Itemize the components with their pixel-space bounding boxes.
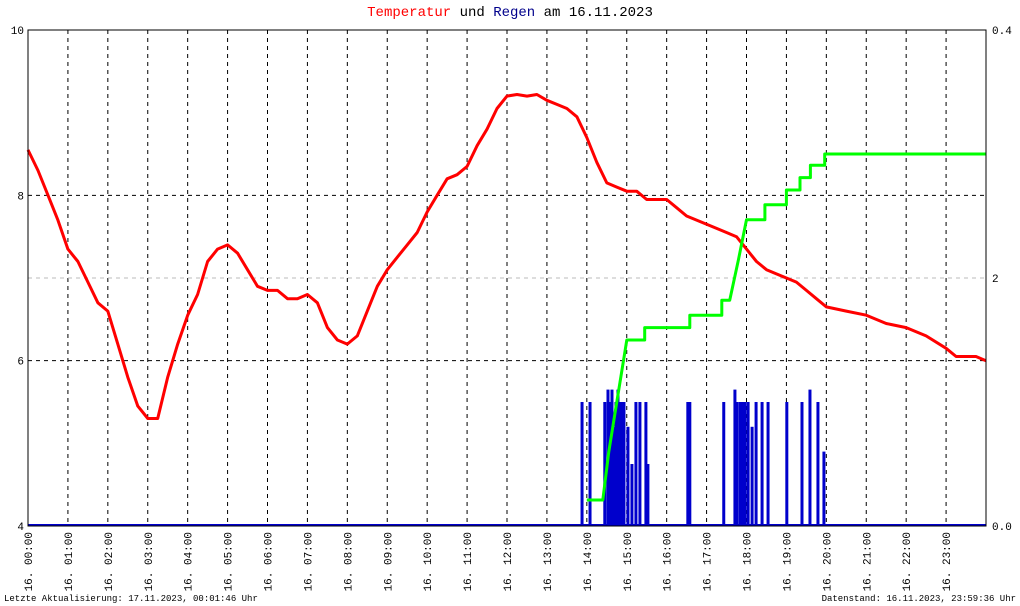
rain-bar [618, 402, 622, 526]
y-tick-label: 6 [17, 357, 24, 369]
rain-bar [612, 426, 616, 526]
rain-bar [808, 389, 812, 526]
y-tick-label: 10 [11, 26, 24, 38]
rain-bar [735, 402, 739, 526]
rain-bar [644, 402, 648, 526]
rain-bar [816, 402, 820, 526]
footer-left: Letzte Aktualisierung: 17.11.2023, 00:01… [4, 594, 258, 604]
rain-bar [638, 402, 642, 526]
x-tick-label: 16. 04:00 [184, 532, 196, 591]
rain-bar [610, 389, 614, 526]
rain-bar [688, 402, 692, 526]
rain-bar [588, 402, 592, 526]
x-tick-label: 16. 10:00 [423, 532, 435, 591]
x-tick-label: 16. 15:00 [623, 532, 635, 591]
x-tick-label: 16. 16:00 [663, 532, 675, 591]
rain-bar [616, 389, 620, 526]
x-tick-label: 16. 23:00 [942, 532, 954, 591]
x-tick-label: 16. 21:00 [862, 532, 874, 591]
x-tick-label: 16. 18:00 [743, 532, 755, 591]
title-part: am 16.11.2023 [544, 5, 653, 21]
rain-bar [722, 402, 726, 526]
y2-tick-label: 0.0 [992, 522, 1012, 534]
series-line [586, 152, 986, 502]
x-tick-label: 16. 03:00 [144, 532, 156, 591]
x-tick-label: 16. 09:00 [383, 532, 395, 591]
rain-bar [686, 402, 690, 526]
rain-bar [822, 451, 826, 526]
rain-bar [760, 402, 764, 526]
x-tick-label: 16. 19:00 [782, 532, 794, 591]
rain-bar [622, 402, 626, 526]
rain-bar [626, 426, 630, 526]
x-tick-label: 16. 11:00 [463, 532, 475, 591]
chart-title: Temperatur und Regen am 16.11.2023 [367, 5, 653, 21]
footer-right: Datenstand: 16.11.2023, 23:59:36 Uhr [822, 594, 1016, 604]
rain-bar [646, 464, 650, 526]
rain-bar [608, 402, 612, 526]
title-part: Temperatur [367, 5, 451, 21]
y2-tick-label: 0.4 [992, 26, 1012, 38]
rain-bar [603, 402, 607, 526]
x-tick-label: 16. 01:00 [64, 532, 76, 591]
x-tick-label: 16. 14:00 [583, 532, 595, 591]
rain-bar [800, 402, 804, 526]
rain-bar [746, 402, 750, 526]
rain-bar [738, 402, 742, 526]
x-tick-label: 16. 13:00 [543, 532, 555, 591]
rain-bar [750, 426, 754, 526]
x-tick-label: 16. 22:00 [902, 532, 914, 591]
x-tick-label: 16. 02:00 [104, 532, 116, 591]
x-tick-label: 16. 20:00 [822, 532, 834, 591]
rain-bar [614, 402, 618, 526]
y-tick-label: 8 [17, 191, 24, 203]
title-part: Regen [493, 5, 535, 21]
rain-bar [733, 389, 737, 526]
series-line [26, 93, 987, 420]
title-part: und [460, 5, 485, 21]
rain-bar [754, 402, 758, 526]
rain-bar [580, 402, 584, 526]
x-tick-label: 16. 08:00 [343, 532, 355, 591]
x-tick-label: 16. 07:00 [303, 532, 315, 591]
y2-tick-label: 2 [992, 274, 999, 286]
y-tick-label: 4 [17, 522, 24, 534]
x-tick-label: 16. 06:00 [264, 532, 276, 591]
x-tick-label: 16. 17:00 [703, 532, 715, 591]
rain-bar [785, 402, 789, 526]
x-tick-label: 16. 12:00 [503, 532, 515, 591]
rain-bar [766, 402, 770, 526]
x-tick-label: 16. 05:00 [224, 532, 236, 591]
rain-bar [634, 402, 638, 526]
rain-bar [630, 464, 634, 526]
rain-bar [740, 402, 744, 526]
rain-bar [620, 402, 624, 526]
rain-bar [743, 402, 747, 526]
x-tick-label: 16. 00:00 [24, 532, 36, 591]
plot-frame [27, 29, 987, 527]
